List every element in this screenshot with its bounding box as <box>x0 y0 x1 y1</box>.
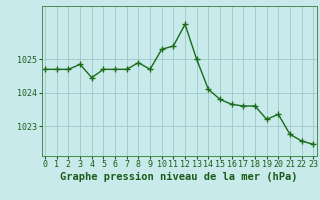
X-axis label: Graphe pression niveau de la mer (hPa): Graphe pression niveau de la mer (hPa) <box>60 172 298 182</box>
